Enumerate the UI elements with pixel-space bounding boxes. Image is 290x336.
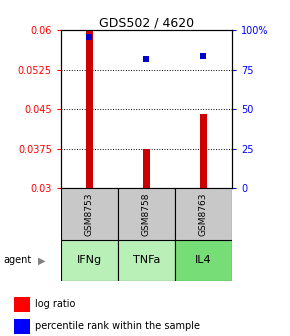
Bar <box>175 188 232 240</box>
Bar <box>61 188 118 240</box>
Text: TNFa: TNFa <box>133 255 160 265</box>
Text: percentile rank within the sample: percentile rank within the sample <box>35 321 200 331</box>
Text: IL4: IL4 <box>195 255 212 265</box>
Text: log ratio: log ratio <box>35 299 76 309</box>
Bar <box>14 319 30 334</box>
Text: GSM8758: GSM8758 <box>142 193 151 236</box>
Bar <box>118 188 175 240</box>
Bar <box>14 297 30 312</box>
Bar <box>118 240 175 281</box>
Text: agent: agent <box>3 255 31 265</box>
Title: GDS502 / 4620: GDS502 / 4620 <box>99 16 194 29</box>
Bar <box>200 115 207 188</box>
Text: ▶: ▶ <box>38 255 45 265</box>
Bar <box>143 149 150 188</box>
Text: IFNg: IFNg <box>77 255 102 265</box>
Bar <box>86 30 93 188</box>
Text: GSM8763: GSM8763 <box>199 193 208 236</box>
Bar <box>175 240 232 281</box>
Text: GSM8753: GSM8753 <box>85 193 94 236</box>
Bar <box>61 240 118 281</box>
